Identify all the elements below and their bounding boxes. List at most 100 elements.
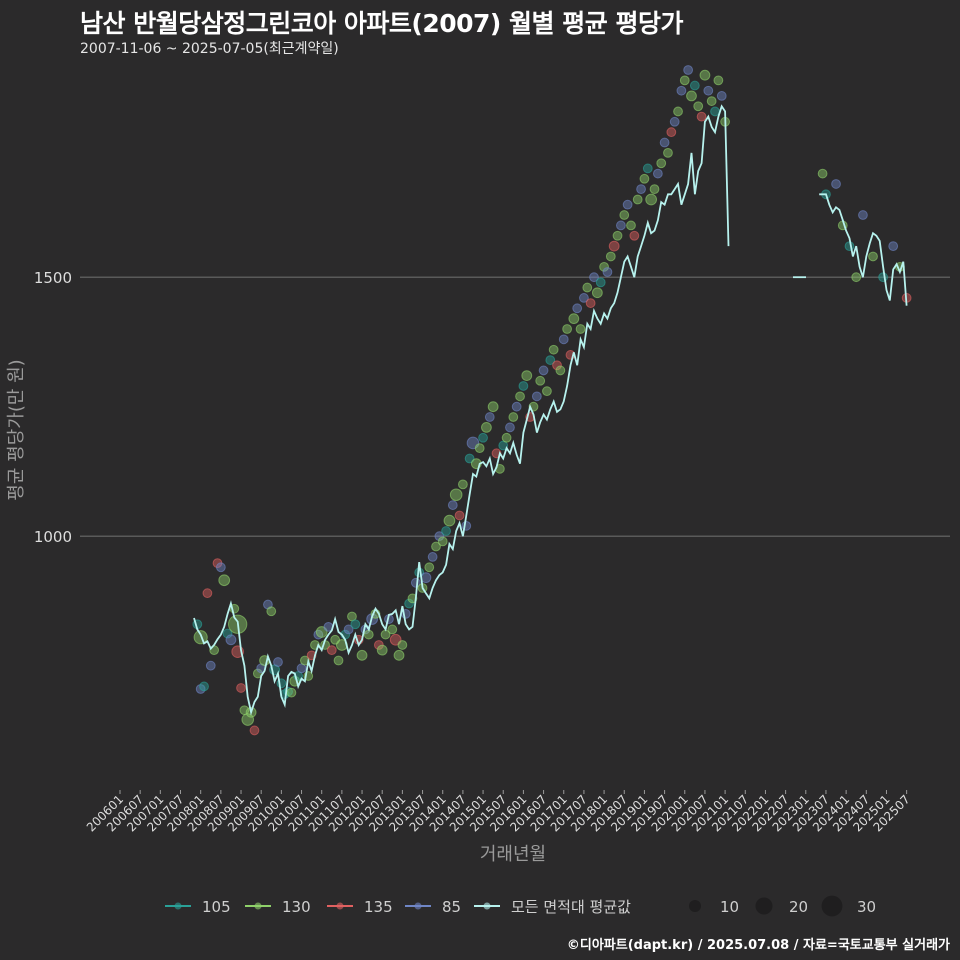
x-tick-labels: 2006012006072007012007072008012008072009…	[84, 792, 913, 834]
point-85	[858, 210, 868, 220]
point-105	[222, 628, 233, 639]
legend-dot-85	[414, 902, 422, 910]
point-130	[515, 391, 525, 402]
legend-label: 모든 면적대 평균값	[511, 898, 631, 916]
point-130	[218, 574, 231, 587]
point-85	[343, 624, 354, 635]
point-130	[548, 344, 559, 355]
point-85	[215, 562, 226, 573]
point-85	[511, 401, 522, 412]
point-130	[663, 147, 673, 158]
point-85	[636, 184, 646, 195]
point-130	[501, 432, 512, 443]
point-130	[424, 562, 435, 573]
point-130	[575, 324, 586, 334]
legend-dot-모든 면적대 평균값	[483, 902, 491, 910]
point-130	[706, 96, 717, 106]
point-130	[387, 624, 398, 635]
point-130	[591, 287, 603, 299]
point-130	[449, 488, 463, 502]
point-85	[205, 660, 216, 671]
point-85	[622, 199, 633, 210]
point-105	[441, 526, 451, 536]
point-130	[481, 422, 492, 433]
point-130	[443, 514, 456, 527]
point-85	[461, 520, 472, 531]
point-105	[545, 355, 556, 365]
point-130	[639, 173, 650, 184]
point-85	[484, 412, 495, 422]
point-130	[673, 106, 683, 117]
point-135	[696, 111, 707, 122]
point-130	[555, 365, 566, 376]
point-85	[659, 137, 670, 148]
point-130	[619, 210, 630, 220]
point-130	[333, 655, 344, 666]
average-line-layer	[193, 104, 908, 716]
point-105	[710, 106, 720, 117]
point-130	[599, 261, 609, 272]
point-105	[642, 163, 653, 174]
point-130	[431, 541, 441, 552]
point-130	[713, 75, 724, 86]
scatter-points-layer	[192, 65, 912, 736]
point-85	[669, 116, 680, 127]
legend-size-label: 20	[789, 898, 808, 916]
legend-size-circle	[688, 899, 702, 913]
point-135	[552, 360, 562, 371]
point-130	[686, 90, 697, 102]
point-130	[626, 220, 636, 231]
y-tick-labels: 1000 1500	[34, 269, 72, 546]
point-130	[193, 630, 208, 645]
point-130	[817, 168, 828, 179]
point-135	[585, 298, 596, 308]
point-85	[683, 65, 694, 75]
legend: 105 130 135 85 모든 면적대 평균값 10 20 30	[165, 895, 876, 917]
point-85	[558, 334, 569, 345]
point-85	[427, 552, 438, 562]
average-line	[819, 193, 908, 306]
point-130	[562, 324, 572, 334]
point-85	[447, 500, 458, 510]
point-105	[518, 381, 529, 391]
legend-size-circle	[755, 897, 773, 915]
point-105	[478, 432, 488, 443]
legend-label: 85	[442, 898, 461, 916]
point-130	[266, 606, 277, 617]
legend-size-circle	[821, 895, 843, 917]
point-130	[632, 194, 643, 205]
point-130	[241, 713, 255, 726]
point-105	[199, 681, 209, 692]
legend-size-label: 10	[720, 898, 739, 916]
point-130	[649, 184, 660, 195]
point-130	[699, 69, 711, 81]
point-135	[249, 725, 260, 736]
legend-dot-130	[254, 902, 262, 910]
point-130	[851, 272, 862, 283]
point-85	[273, 657, 283, 667]
point-130	[300, 655, 310, 666]
legend-label: 105	[202, 898, 231, 916]
legend-size-label: 30	[857, 898, 876, 916]
legend-label: 130	[282, 898, 311, 916]
point-130	[376, 644, 388, 656]
point-85	[589, 272, 599, 283]
point-130	[656, 158, 667, 169]
point-130	[542, 386, 552, 397]
point-85	[616, 220, 626, 231]
point-130	[356, 649, 368, 661]
point-85	[831, 179, 841, 189]
chart-subtitle: 2007-11-06 ~ 2025-07-05(최근계약일)	[80, 41, 339, 57]
point-130	[487, 401, 499, 413]
y-tick-label: 1500	[34, 269, 72, 287]
point-130	[605, 251, 616, 262]
point-135	[236, 683, 246, 693]
point-85	[434, 531, 445, 542]
point-130	[521, 370, 533, 382]
point-130	[582, 282, 593, 293]
chart-title: 남산 반월당삼정그린코아 아파트(2007) 월별 평균 평당가	[80, 9, 683, 38]
point-135	[666, 127, 677, 138]
point-130	[437, 536, 448, 547]
point-130	[679, 75, 690, 86]
